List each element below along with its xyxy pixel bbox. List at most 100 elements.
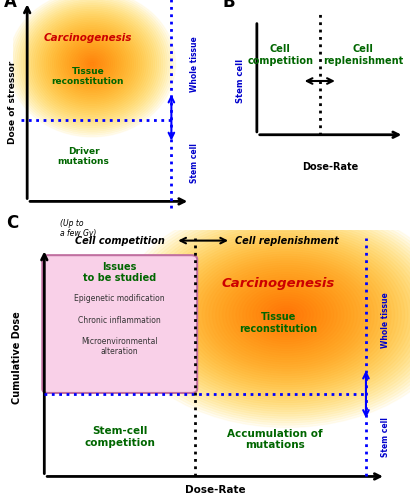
Ellipse shape	[219, 270, 354, 360]
Ellipse shape	[182, 245, 391, 384]
Ellipse shape	[118, 202, 418, 428]
Text: Whole tissue: Whole tissue	[381, 292, 390, 348]
Ellipse shape	[8, 0, 176, 137]
Ellipse shape	[155, 227, 418, 402]
Ellipse shape	[175, 240, 398, 389]
Ellipse shape	[236, 281, 337, 348]
Ellipse shape	[42, 20, 142, 108]
Text: Dose-Rate: Dose-Rate	[303, 162, 359, 172]
Text: Tissue
reconstitution: Tissue reconstitution	[240, 312, 318, 334]
Ellipse shape	[246, 288, 327, 342]
Ellipse shape	[71, 46, 113, 82]
Ellipse shape	[79, 53, 104, 75]
Ellipse shape	[260, 297, 314, 333]
Ellipse shape	[69, 44, 115, 84]
Ellipse shape	[145, 220, 418, 410]
Text: Cell
replenishment: Cell replenishment	[323, 44, 403, 66]
Ellipse shape	[273, 306, 300, 324]
Ellipse shape	[165, 234, 408, 396]
Ellipse shape	[148, 222, 418, 407]
Text: A: A	[4, 0, 17, 11]
Ellipse shape	[33, 12, 150, 115]
Ellipse shape	[50, 27, 134, 101]
Text: Accumulation of
mutations: Accumulation of mutations	[227, 428, 322, 450]
Ellipse shape	[65, 40, 119, 88]
Text: Dose of stressor: Dose of stressor	[8, 61, 17, 144]
Ellipse shape	[36, 14, 148, 113]
Ellipse shape	[31, 11, 153, 117]
Ellipse shape	[250, 290, 324, 340]
Ellipse shape	[141, 218, 418, 412]
Ellipse shape	[135, 214, 418, 416]
Ellipse shape	[229, 276, 344, 353]
Text: (Up to
a few Gy): (Up to a few Gy)	[60, 218, 97, 238]
Text: Dose-Rate: Dose-Rate	[185, 485, 245, 495]
Ellipse shape	[168, 236, 405, 394]
Ellipse shape	[29, 9, 155, 118]
Text: Issues
to be studied: Issues to be studied	[83, 262, 156, 283]
Ellipse shape	[222, 272, 351, 358]
Ellipse shape	[48, 26, 136, 102]
Ellipse shape	[25, 6, 159, 122]
Ellipse shape	[151, 224, 418, 405]
Ellipse shape	[283, 312, 290, 317]
Text: Stem-cell
competition: Stem-cell competition	[84, 426, 155, 448]
Ellipse shape	[232, 279, 341, 351]
Ellipse shape	[59, 34, 125, 93]
Text: Driver
mutations: Driver mutations	[58, 146, 110, 166]
Ellipse shape	[138, 216, 418, 414]
Text: Cumulative Dose: Cumulative Dose	[12, 311, 21, 404]
Ellipse shape	[209, 263, 364, 366]
Text: Cell competition: Cell competition	[75, 236, 165, 246]
Ellipse shape	[46, 24, 138, 104]
Ellipse shape	[86, 58, 98, 70]
Ellipse shape	[243, 286, 330, 344]
Ellipse shape	[19, 0, 165, 128]
Ellipse shape	[44, 22, 140, 106]
Ellipse shape	[125, 206, 418, 423]
Ellipse shape	[52, 29, 132, 98]
Text: Cell replenishment: Cell replenishment	[234, 236, 339, 246]
Ellipse shape	[54, 31, 130, 96]
Ellipse shape	[185, 247, 388, 382]
Ellipse shape	[17, 0, 167, 130]
Ellipse shape	[202, 258, 371, 371]
Ellipse shape	[128, 209, 418, 420]
Ellipse shape	[199, 256, 374, 374]
Ellipse shape	[23, 4, 161, 124]
Ellipse shape	[266, 302, 307, 328]
Text: Chronic inflammation: Chronic inflammation	[79, 316, 161, 324]
Ellipse shape	[13, 0, 171, 133]
Ellipse shape	[77, 51, 107, 76]
Text: C: C	[7, 214, 19, 232]
Ellipse shape	[280, 310, 293, 320]
Text: Tissue
reconstitution: Tissue reconstitution	[51, 67, 124, 86]
Ellipse shape	[10, 0, 173, 135]
Ellipse shape	[162, 232, 411, 398]
Ellipse shape	[131, 211, 418, 418]
Text: Stem cell: Stem cell	[381, 417, 390, 457]
Ellipse shape	[56, 32, 127, 95]
Text: Carcinogenesis: Carcinogenesis	[222, 276, 335, 289]
Text: Stem cell: Stem cell	[236, 59, 245, 103]
Ellipse shape	[189, 250, 385, 380]
FancyBboxPatch shape	[42, 255, 197, 393]
Text: Epigenetic modification: Epigenetic modification	[74, 294, 165, 304]
Ellipse shape	[253, 292, 320, 338]
Ellipse shape	[75, 49, 109, 78]
Ellipse shape	[276, 308, 297, 322]
Ellipse shape	[192, 252, 381, 378]
Ellipse shape	[15, 0, 169, 132]
Ellipse shape	[88, 60, 96, 68]
Ellipse shape	[216, 268, 357, 362]
Text: Cell
competition: Cell competition	[247, 44, 313, 66]
Text: Carcinogenesis: Carcinogenesis	[43, 33, 132, 43]
Ellipse shape	[178, 242, 395, 387]
Text: Microenvironmental
alteration: Microenvironmental alteration	[82, 337, 158, 356]
Ellipse shape	[73, 48, 111, 80]
Ellipse shape	[263, 299, 310, 330]
Ellipse shape	[21, 2, 163, 126]
Text: Whole tissue: Whole tissue	[190, 36, 199, 92]
Ellipse shape	[172, 238, 401, 392]
Ellipse shape	[256, 294, 317, 335]
